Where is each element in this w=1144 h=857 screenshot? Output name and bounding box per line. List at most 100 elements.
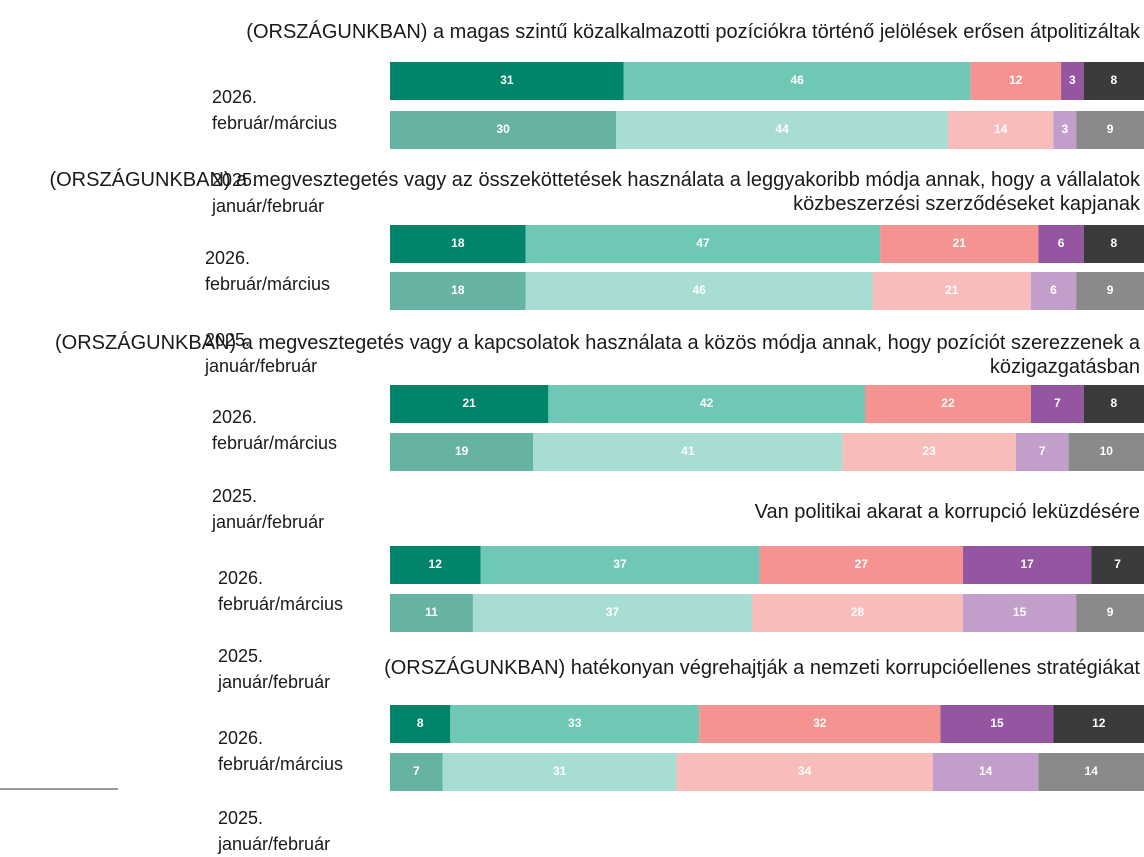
bar-segment: [390, 111, 617, 149]
value-label: 15: [1013, 605, 1027, 619]
value-label: 46: [790, 73, 804, 87]
value-label: 34: [798, 764, 812, 778]
bar-segment: [970, 62, 1062, 100]
value-label: 6: [1058, 236, 1065, 250]
bar-segment: [1030, 385, 1084, 423]
panel-title: (ORSZÁGUNKBAN) a magas szintű közalkalma…: [246, 21, 1140, 43]
bar-segment: [525, 225, 881, 263]
bar-segment: [390, 433, 534, 471]
bar-segment: [390, 753, 443, 791]
value-label: 46: [692, 283, 706, 297]
value-label: 7: [1114, 557, 1121, 571]
value-label: 37: [606, 605, 620, 619]
value-label: 22: [941, 396, 955, 410]
bar-segment: [390, 62, 624, 100]
panel-title: (ORSZÁGUNKBAN) a megvesztegetés vagy az …: [49, 169, 1140, 215]
row-label: 2025. január/február: [212, 486, 325, 532]
value-label: 3: [1061, 122, 1068, 136]
value-label: 12: [1009, 73, 1023, 87]
bar-segment: [865, 385, 1031, 423]
value-label: 3: [1069, 73, 1076, 87]
bar-segment: [1053, 111, 1077, 149]
bar-segment: [450, 705, 700, 743]
bar-segment: [533, 433, 843, 471]
bar-segment: [1038, 225, 1084, 263]
value-label: 12: [1092, 716, 1106, 730]
bar-segment: [442, 753, 677, 791]
bar-segment: [842, 433, 1016, 471]
bar-segment: [472, 594, 752, 632]
row-label: 2026. február/március: [218, 568, 344, 614]
bar-segment: [751, 594, 964, 632]
row-label: 2026. február/március: [218, 728, 344, 774]
value-label: 33: [568, 716, 582, 730]
value-label: 6: [1050, 283, 1057, 297]
value-label: 11: [425, 605, 438, 619]
value-label: 14: [979, 764, 993, 778]
value-label: 47: [696, 236, 710, 250]
bar-segment: [390, 594, 473, 632]
bar-segment: [480, 546, 760, 584]
bar-segment: [880, 225, 1039, 263]
bar-segment: [390, 385, 549, 423]
value-label: 14: [1085, 764, 1099, 778]
value-label: 21: [462, 396, 476, 410]
bar-segment: [699, 705, 941, 743]
bar-segment: [963, 546, 1092, 584]
bar-segment: [390, 272, 526, 310]
row-label: 2025. január/február: [212, 170, 325, 216]
bar-segment: [548, 385, 866, 423]
value-label: 31: [500, 73, 514, 87]
bar-segment: [390, 225, 526, 263]
bar-segment: [1038, 753, 1144, 791]
value-label: 8: [1110, 73, 1117, 87]
bar-segment: [1053, 705, 1144, 743]
value-label: 41: [681, 444, 695, 458]
value-label: 14: [994, 122, 1008, 136]
value-label: 37: [613, 557, 627, 571]
value-label: 30: [496, 122, 510, 136]
bar-segment: [940, 705, 1054, 743]
bar-segment: [1068, 433, 1144, 471]
value-label: 21: [945, 283, 959, 297]
bar-segment: [1083, 62, 1144, 100]
bar-segment: [1015, 433, 1069, 471]
bar-segment: [525, 272, 873, 310]
value-label: 8: [1110, 396, 1117, 410]
bar-segment: [676, 753, 933, 791]
value-label: 18: [451, 236, 465, 250]
bar-segment: [947, 111, 1054, 149]
value-label: 7: [1054, 396, 1061, 410]
chart: 31 46 12 3 8 30 44 14 3 9 18 47 21 6 8 18 46 21 6 9 21 42 22 7 8…: [0, 62, 1144, 791]
bar-segment: [872, 272, 1031, 310]
value-label: 12: [429, 557, 443, 571]
value-label: 9: [1107, 605, 1114, 619]
row-label: 2026. február/március: [212, 407, 338, 453]
value-label: 7: [413, 764, 420, 778]
panel-title: Van politikai akarat a korrupció leküzdé…: [754, 501, 1140, 523]
row-label: 2025. január/február: [205, 330, 318, 376]
value-label: 18: [451, 283, 465, 297]
value-label: 15: [990, 716, 1004, 730]
bar-segment: [616, 111, 948, 149]
value-label: 19: [455, 444, 469, 458]
bar-segment: [1061, 62, 1084, 100]
bar-segment: [963, 594, 1077, 632]
panel-title: (ORSZÁGUNKBAN) hatékonyan végrehajtják a…: [384, 657, 1140, 679]
bar-segment: [1076, 272, 1144, 310]
value-label: 28: [851, 605, 865, 619]
value-label: 32: [813, 716, 827, 730]
bar-segment: [623, 62, 971, 100]
value-label: 44: [775, 122, 789, 136]
row-label: 2026. február/március: [205, 248, 331, 294]
bar-segment: [1030, 272, 1077, 310]
page: {"chart_data":[ {"type":"stacked-bar","t…: [0, 21, 1144, 854]
value-label: 27: [855, 557, 869, 571]
bar-segment: [1076, 111, 1144, 149]
bar-segment: [390, 705, 451, 743]
value-label: 8: [1110, 236, 1117, 250]
bar-segment: [390, 546, 481, 584]
row-label: 2025. január/február: [218, 808, 331, 854]
bar-segment: [1091, 546, 1144, 584]
value-label: 42: [700, 396, 714, 410]
